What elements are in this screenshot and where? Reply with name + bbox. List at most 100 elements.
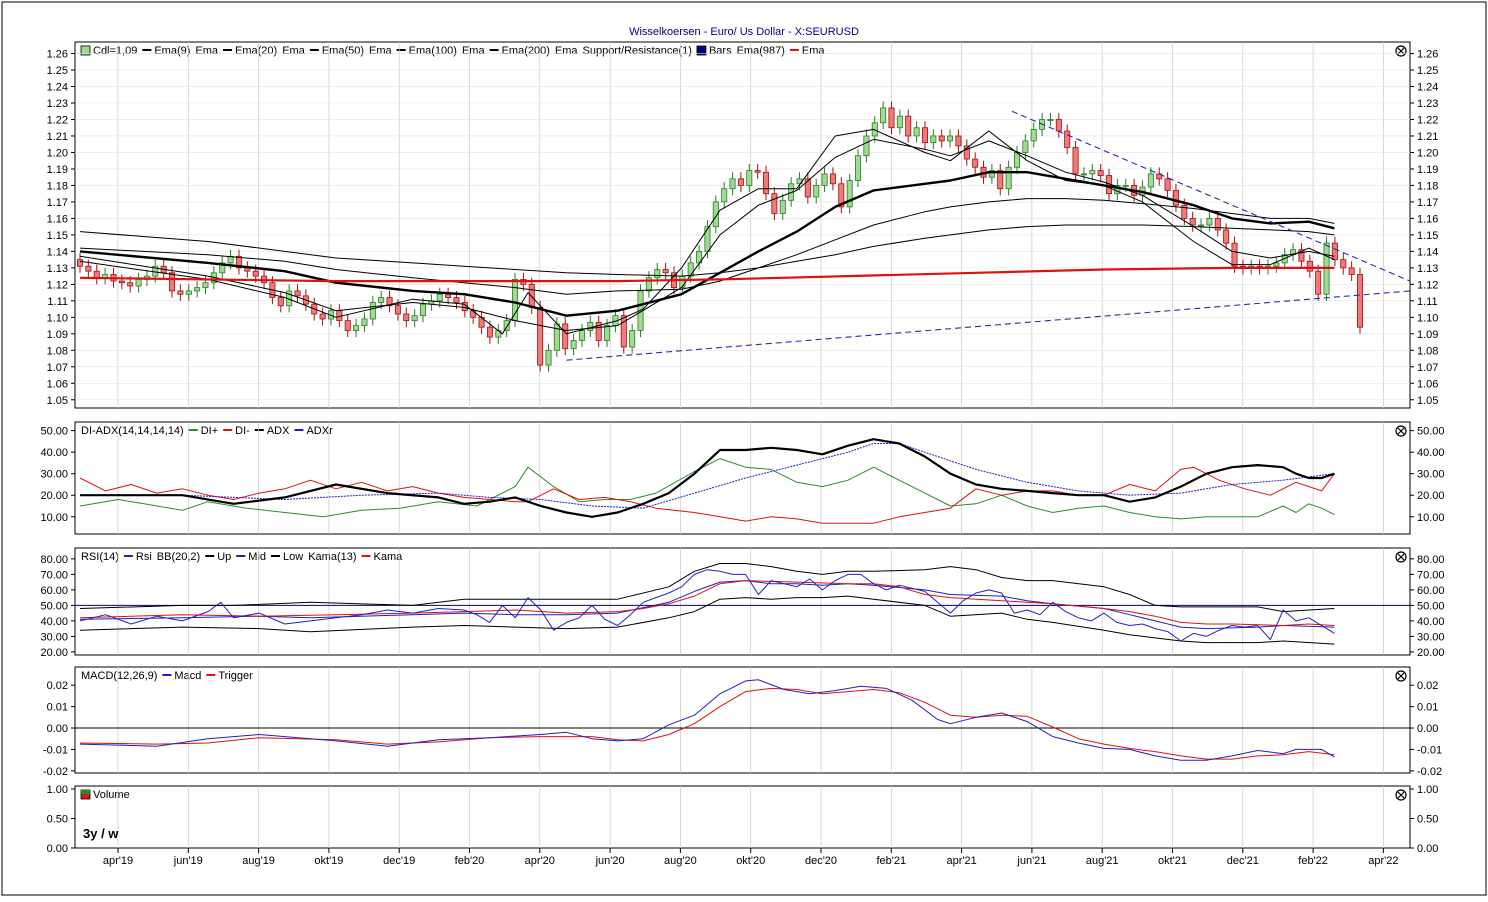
candle-body xyxy=(403,313,410,322)
y-tick-label-right: 0.00 xyxy=(1417,723,1438,735)
y-tick-label-left: 1.26 xyxy=(47,49,68,61)
candle-body xyxy=(1122,185,1129,187)
candle-body xyxy=(1080,173,1087,176)
candle-body xyxy=(913,127,920,137)
legend-entry: Ema xyxy=(195,45,219,57)
legend-entry: Ema xyxy=(462,45,486,57)
legend-entry: ADX xyxy=(267,425,290,437)
candle-body xyxy=(1273,262,1280,267)
y-tick-label-left: 10.00 xyxy=(40,512,68,524)
candle-body xyxy=(169,272,176,292)
y-tick-label-right: 1.16 xyxy=(1417,213,1438,225)
legend-entry: Ema(50) xyxy=(322,45,364,57)
legend-entry: Support/Resistance(1) xyxy=(583,45,692,57)
y-tick-label-right: 1.18 xyxy=(1417,180,1438,192)
candle-body xyxy=(1172,189,1179,206)
legend-entry: DI+ xyxy=(201,425,218,437)
x-tick-label: apr'20 xyxy=(525,855,555,867)
y-tick-label-left: 1.09 xyxy=(47,329,68,341)
candle-body xyxy=(955,135,962,147)
y-tick-label-right: 1.22 xyxy=(1417,114,1438,126)
candle-body xyxy=(729,178,736,190)
di-plus-line xyxy=(79,458,1335,520)
candle-body xyxy=(545,349,552,366)
candle-body xyxy=(587,321,594,331)
candle-body xyxy=(235,255,242,269)
x-tick-label: dec'20 xyxy=(805,855,837,867)
y-tick-label-right: 30.00 xyxy=(1417,631,1445,643)
candle-body xyxy=(997,170,1004,190)
y-tick-label-left: 1.25 xyxy=(47,65,68,77)
candle-body xyxy=(1340,259,1347,269)
legend-entry: Ema xyxy=(555,45,579,57)
y-tick-label-right: 20.00 xyxy=(1417,490,1445,502)
legend-entry: Rsi xyxy=(136,551,152,563)
legend-entry: Up xyxy=(217,551,231,563)
y-tick-label-right: 1.11 xyxy=(1417,296,1438,308)
period-label: 3y / w xyxy=(83,826,119,841)
candle-body xyxy=(85,265,92,272)
y-tick-label-left: 1.08 xyxy=(47,345,68,357)
candle-body xyxy=(1064,130,1071,148)
candle-body xyxy=(821,173,828,186)
y-tick-label-left: -0.02 xyxy=(43,766,68,778)
y-tick-label-right: 1.08 xyxy=(1417,345,1438,357)
candle-body xyxy=(277,297,284,307)
candle-body xyxy=(445,293,452,298)
x-tick-label: dec'21 xyxy=(1227,855,1259,867)
candle-body xyxy=(754,170,761,173)
candle-body xyxy=(629,330,636,348)
candle-body xyxy=(1223,229,1230,244)
close-icon-cross xyxy=(1397,672,1405,680)
candle-body xyxy=(1147,173,1154,188)
y-tick-label-right: 1.06 xyxy=(1417,378,1438,390)
di-minus-line xyxy=(79,466,1335,524)
legend-entry: Low xyxy=(283,551,303,563)
panel-frame-adx xyxy=(74,421,1411,535)
y-tick-label-left: 80.00 xyxy=(40,554,68,566)
candle-body xyxy=(1357,274,1364,328)
legend-entry: Ema(20) xyxy=(235,45,277,57)
candle-body xyxy=(1047,119,1054,121)
y-tick-label-left: 0.02 xyxy=(47,680,68,692)
candle-body xyxy=(704,226,711,252)
trendline-resistance xyxy=(1011,110,1411,282)
candle-body xyxy=(846,180,853,208)
legend-entry: DI- xyxy=(235,425,250,437)
candle-body xyxy=(1198,224,1205,227)
x-tick-label: aug'19 xyxy=(242,855,275,867)
candle-body xyxy=(888,107,895,129)
legend-entry: Ema(100) xyxy=(409,45,457,57)
y-tick-label-right: 1.19 xyxy=(1417,164,1438,176)
y-tick-label-left: 50.00 xyxy=(40,600,68,612)
candle-body xyxy=(1181,204,1188,219)
y-tick-label-right: 80.00 xyxy=(1417,554,1445,566)
y-tick-label-left: 0.50 xyxy=(47,813,68,825)
candle-body xyxy=(361,318,368,326)
legend-entry: RSI(14) xyxy=(81,551,119,563)
candle-body xyxy=(185,290,192,295)
close-icon-cross xyxy=(1397,553,1405,561)
y-tick-label-right: 60.00 xyxy=(1417,585,1445,597)
legend-entry: Kama xyxy=(374,551,404,563)
candle-body xyxy=(779,199,786,214)
ema100-line xyxy=(79,198,1335,295)
candle-body xyxy=(436,293,443,302)
candle-body xyxy=(537,307,544,366)
candle-body xyxy=(1164,178,1171,191)
close-icon-cross xyxy=(1397,791,1405,799)
legend-entry: Cdl=1,09 xyxy=(93,45,137,57)
candle-body xyxy=(1005,166,1012,190)
y-tick-label-right: 0.50 xyxy=(1417,813,1438,825)
candle-body xyxy=(528,283,535,308)
y-tick-label-left: 1.11 xyxy=(47,296,68,308)
candle-body xyxy=(896,115,903,129)
candle-body xyxy=(813,185,820,198)
candle-body xyxy=(420,303,427,317)
x-tick-label: apr'22 xyxy=(1368,855,1398,867)
y-tick-label-left: 0.01 xyxy=(47,702,68,714)
y-tick-label-right: 20.00 xyxy=(1417,647,1445,659)
candle-body xyxy=(252,270,259,277)
candle-body xyxy=(938,135,945,142)
